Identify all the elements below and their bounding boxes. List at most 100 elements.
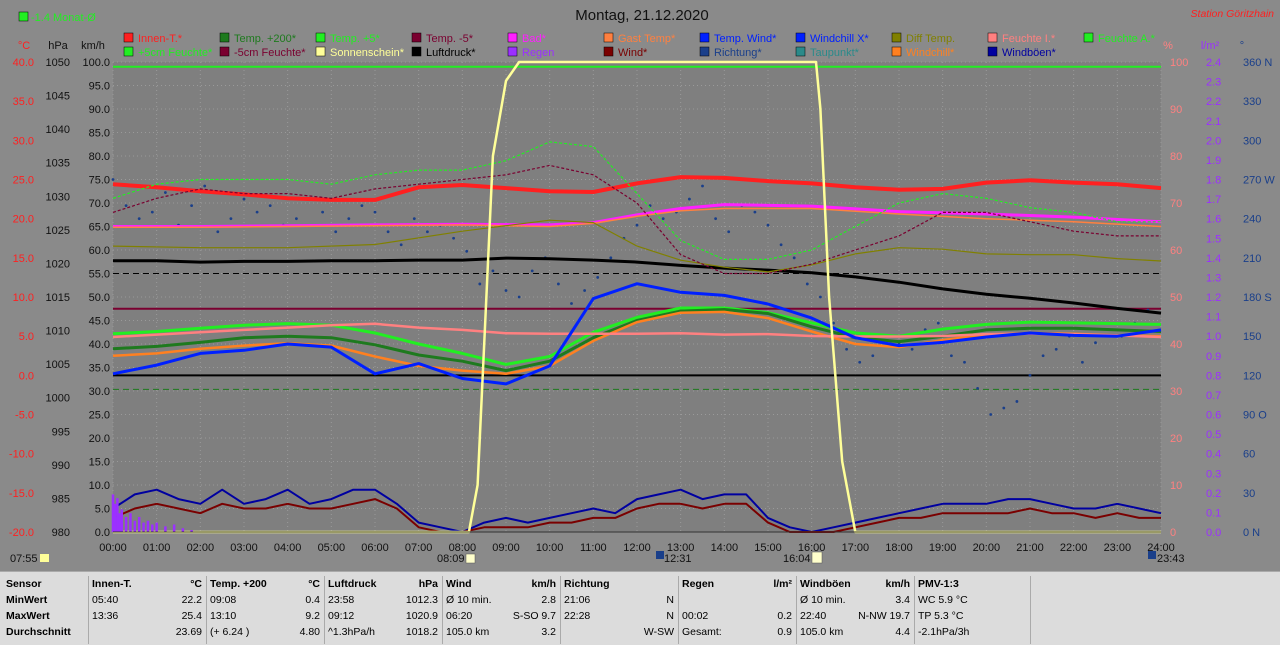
rain-tick-label: 2.3 (1206, 77, 1221, 89)
stat-left: 13:10 (210, 610, 237, 622)
temp-tick-label: 0.0 (19, 370, 34, 382)
pressure-tick-label: 1000 (46, 393, 70, 405)
speed-tick-label: 30.0 (89, 386, 110, 398)
stat-row: 22:28 N (564, 608, 674, 624)
stat-left: 23:58 (328, 594, 355, 606)
unit-rain: l/m² (1201, 40, 1220, 52)
legend-label: Regen (522, 47, 554, 59)
rain-tick-label: 0.1 (1206, 507, 1221, 519)
rain-tick-label: 1.6 (1206, 214, 1221, 226)
stat-left: ^1.3hPa/h (328, 626, 375, 638)
pressure-tick-label: 980 (52, 527, 70, 539)
speed-tick-label: 0.0 (95, 527, 110, 539)
legend-swatch (987, 46, 998, 57)
speed-tick-label: 35.0 (89, 363, 110, 375)
direction-tick-label: 210 (1243, 253, 1261, 265)
direction-point (255, 210, 259, 214)
stat-left: TP 5.3 °C (918, 610, 964, 622)
axes: 00:00 01:00 02:00 03:00 04:00 05:00 06:00 07:00… (9, 57, 1275, 554)
temp-tick-label: 40.0 (13, 57, 34, 69)
stat-header: Wind km/h (446, 576, 556, 592)
unit-speed: km/h (81, 40, 105, 52)
direction-point (845, 347, 848, 351)
direction-point (426, 230, 429, 234)
sunrise-label: 08:09 (437, 553, 465, 565)
stat-value: 3.2 (541, 626, 556, 638)
stat-header: Richtung (564, 576, 674, 592)
pressure-tick-label: 1015 (46, 292, 70, 304)
x-tick-label: 01:00 (143, 542, 171, 554)
pressure-tick-label: 1025 (46, 225, 70, 237)
percent-tick-label: 70 (1170, 198, 1182, 210)
stat-column: Windböen km/h Ø 10 min. 3.4 22:40 N-NW 19.7 10… (796, 576, 915, 644)
stat-row: Ø 10 min. 2.8 (446, 592, 556, 608)
pressure-tick-label: 1030 (46, 191, 70, 203)
stat-unit: hPa (418, 578, 438, 590)
x-tick-label: 18:00 (885, 542, 913, 554)
x-tick-label: 21:00 (1016, 542, 1044, 554)
pressure-tick-label: 995 (52, 426, 70, 438)
legend-label: Sonnenschein* (330, 47, 405, 59)
stat-header: Innen-T. °C (92, 576, 202, 592)
direction-point (150, 210, 154, 214)
stat-value: 0.9 (777, 626, 792, 638)
legend-label: Gast Temp* (618, 33, 676, 45)
percent-tick-label: 0 (1170, 527, 1176, 539)
series-line (112, 175, 1162, 202)
direction-point (268, 204, 272, 208)
stat-left: MinWert (6, 594, 48, 606)
legend-swatch (219, 46, 230, 57)
legend-label: Richtung* (714, 47, 762, 59)
stat-left: 00:02 (682, 610, 709, 622)
legend-swatch (507, 46, 518, 57)
direction-point (295, 217, 298, 221)
temp-tick-label: -15.0 (9, 488, 34, 500)
stat-value: 23.69 (175, 626, 202, 638)
direction-point (1015, 400, 1019, 403)
stat-title: Luftdruck (328, 578, 377, 590)
sunrise-icon (465, 553, 476, 564)
direction-point (452, 236, 455, 240)
stat-column: Temp. +200 °C 09:08 0.4 13:10 9.2 (+ 6.24 ) 4.8… (206, 576, 325, 644)
stat-row: 105.0 km 3.2 (446, 624, 556, 640)
stat-title: Regen (682, 578, 715, 590)
series-line (112, 488, 1162, 533)
chart-title: Montag, 21.12.2020 (575, 7, 708, 24)
legend-swatch (411, 32, 422, 43)
legend: Innen-T.* Temp. +200* Temp. +5* Temp. -5* Ba… (123, 32, 1156, 59)
left-time-marker (40, 554, 49, 562)
x-tick-label: 07:00 (405, 542, 433, 554)
speed-tick-label: 50.0 (89, 292, 110, 304)
stat-value: 4.4 (895, 626, 910, 638)
pressure-tick-label: 1050 (46, 57, 70, 69)
x-tick-label: 13:00 (667, 542, 695, 554)
legend-label: Taupunkt* (810, 47, 860, 59)
series-lines (111, 60, 1162, 534)
direction-point (976, 386, 979, 390)
direction-point (792, 256, 796, 260)
stat-header: Luftdruck hPa (328, 576, 438, 592)
stat-title: Sensor (6, 578, 42, 590)
direction-point (963, 360, 966, 364)
direction-point (910, 347, 914, 351)
direction-point (701, 184, 704, 188)
direction-point (1028, 373, 1032, 377)
rain-tick-label: 1.4 (1206, 253, 1221, 265)
temp-tick-label: 30.0 (13, 135, 34, 147)
rain-tick-label: 1.7 (1206, 194, 1221, 206)
x-tick-label: 19:00 (929, 542, 957, 554)
stat-left: Durchschnitt (6, 626, 71, 638)
stat-left: 21:06 (564, 594, 591, 606)
stat-header: PMV-1:3 (918, 576, 1026, 592)
stat-value: 1012.3 (405, 594, 438, 606)
rain-tick-label: 1.2 (1206, 292, 1221, 304)
temp-tick-label: 35.0 (13, 96, 34, 108)
stat-row: 09:08 0.4 (210, 592, 320, 608)
x-tick-label: 10:00 (536, 542, 564, 554)
direction-point (819, 295, 822, 299)
stat-left: 105.0 km (446, 626, 490, 638)
speed-tick-label: 85.0 (89, 128, 110, 140)
rain-tick-label: 2.2 (1206, 96, 1221, 108)
rain-tick-label: 0.7 (1206, 390, 1221, 402)
legend-label: Luftdruck* (426, 47, 476, 59)
